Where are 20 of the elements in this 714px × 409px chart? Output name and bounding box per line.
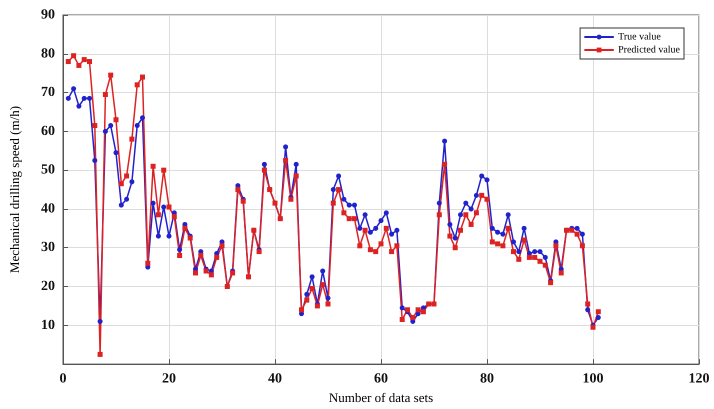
x-axis-title: Number of data sets — [328, 390, 434, 405]
y-tick-label: 30 — [41, 240, 55, 256]
x-tick-label: 20 — [162, 372, 176, 387]
y-tick-label: 90 — [41, 8, 55, 22]
y-tick-label: 20 — [41, 279, 55, 294]
x-tick-label: 0 — [60, 372, 66, 387]
x-tick-label: 80 — [480, 372, 494, 387]
y-tick-label: 10 — [41, 318, 55, 333]
x-tick-label: 120 — [688, 372, 710, 387]
y-axis-title: Mechanical drilling speed (m/h) — [7, 106, 22, 274]
y-tick-label: 50 — [41, 162, 55, 178]
y-tick-label: 80 — [41, 46, 55, 62]
x-tick-label: 60 — [374, 372, 388, 387]
y-tick-label: 70 — [41, 85, 55, 100]
x-tick-label: 100 — [582, 372, 604, 387]
legend-label: True value — [618, 32, 662, 42]
y-tick-label: 40 — [41, 201, 55, 216]
x-tick-label: 40 — [268, 372, 282, 387]
y-tick-label: 60 — [41, 124, 55, 139]
legend-label: Predicted value — [618, 44, 681, 56]
